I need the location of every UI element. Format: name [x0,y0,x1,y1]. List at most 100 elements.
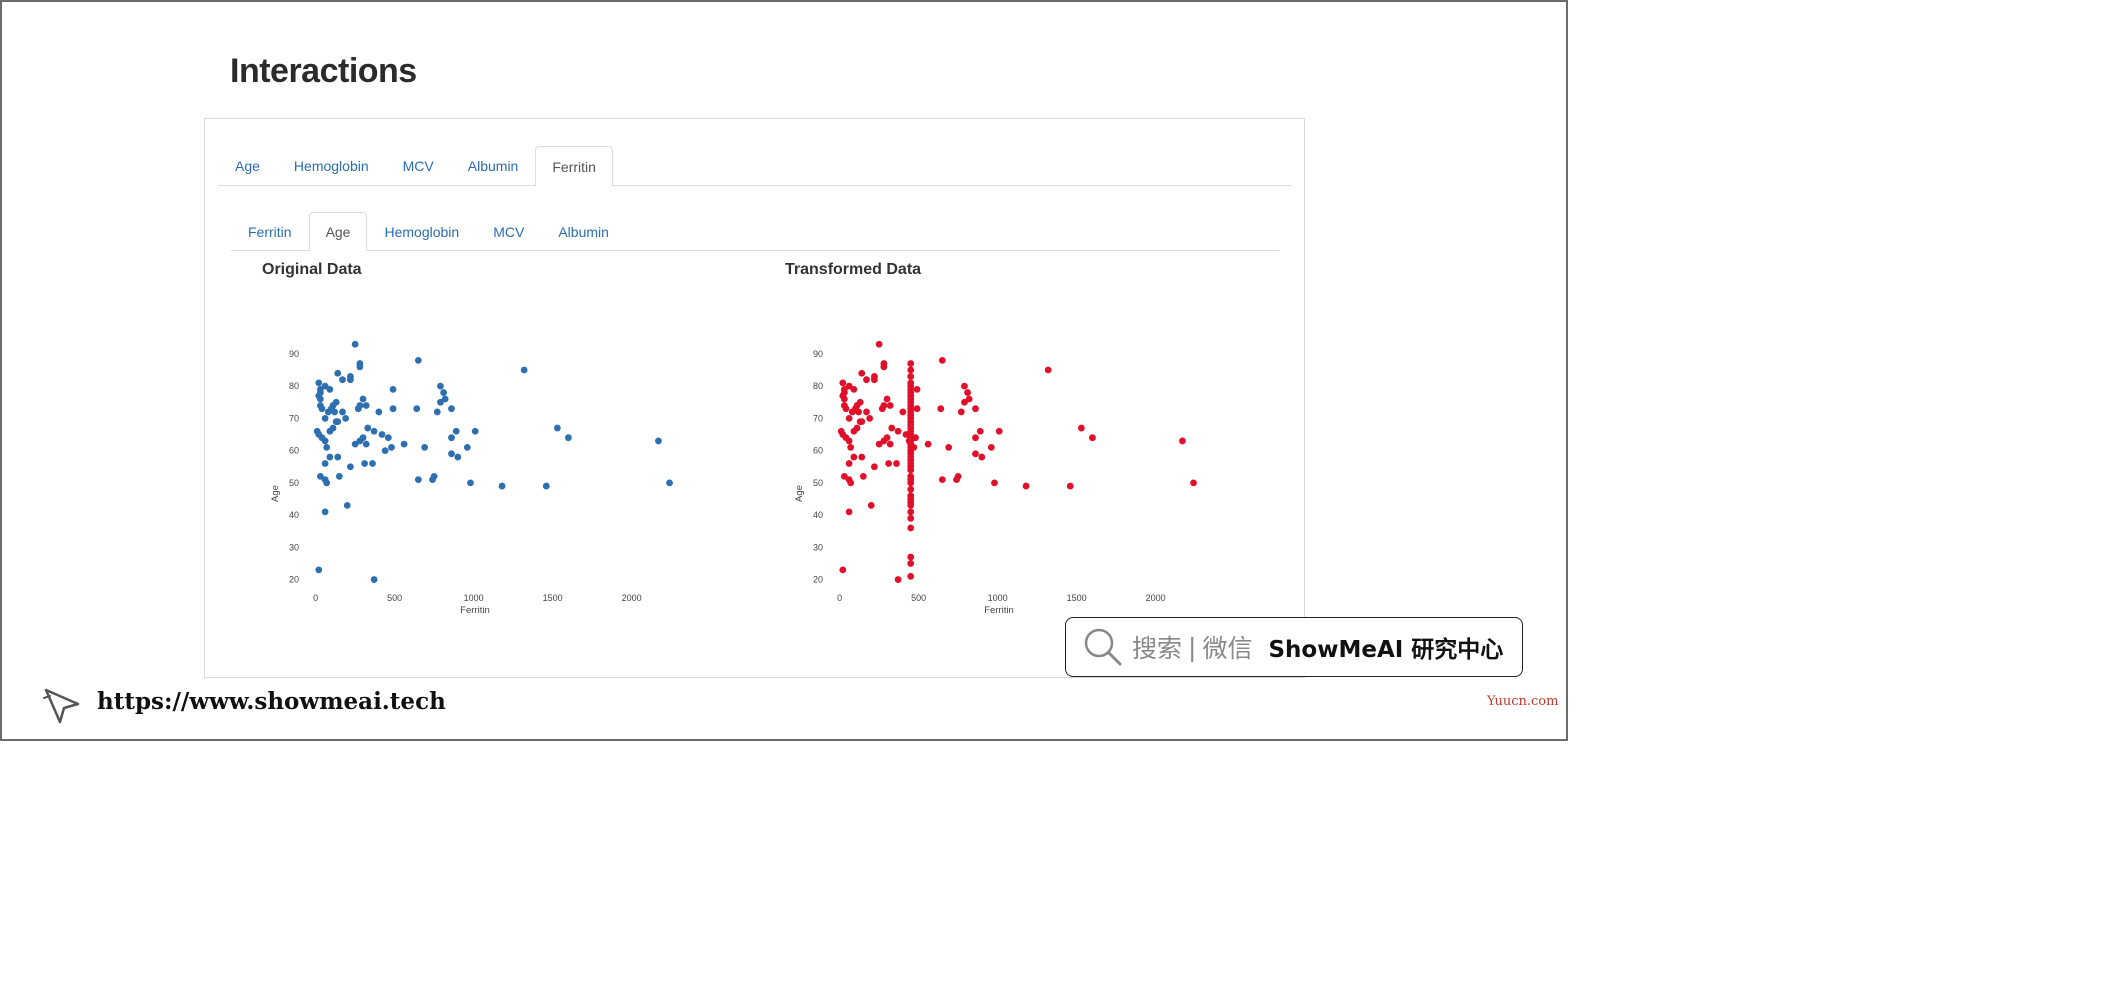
data-point [321,382,329,390]
y-tick-label: 80 [813,381,823,391]
data-point [421,443,429,451]
tab-albumin[interactable]: Albumin [467,158,519,174]
y-tick-label: 90 [813,349,823,359]
data-point [978,453,986,461]
data-point [845,382,853,390]
x-tick-label: 1000 [988,593,1008,603]
x-tick-label: 1500 [1067,593,1087,603]
data-point [1089,434,1096,442]
data-point [886,440,894,448]
data-point [870,376,878,384]
data-point [907,514,915,522]
data-point [870,463,878,471]
data-point [370,576,378,583]
data-point [321,414,329,422]
y-tick-label: 60 [813,446,823,456]
data-point [339,408,346,416]
data-point [498,482,506,490]
data-point [847,443,855,451]
data-point [1022,482,1030,490]
tab-hemoglobin[interactable]: Hemoglobin [293,158,369,174]
badge-search-text: 搜索 [1132,634,1183,663]
data-point [318,405,326,413]
data-point [433,408,441,416]
data-point [316,472,324,480]
x-tick-label: 1000 [464,593,484,603]
x-tick-label: 2000 [1146,593,1166,603]
subtab-age[interactable]: Age [308,212,368,251]
data-point [334,369,342,377]
data-point [351,340,359,348]
tab-mcv[interactable]: MCV [402,158,434,174]
data-point [907,485,915,493]
original-data-plot: 20 30 40 50 60 70 80 90 0 500 1000 1500 2000 Ferritin… [270,340,673,616]
data-point [553,424,561,432]
data-point [321,508,329,516]
data-point [389,385,397,393]
data-point [976,427,984,435]
y-tick-label: 70 [289,413,299,423]
data-point [858,369,866,377]
data-point [945,443,953,451]
transformed-data-chart: 20 30 40 50 60 70 80 90 0 500 1000 1500 2000 Ferritin… [793,331,1213,621]
inner-tab-bar: Ferritin Age Hemoglobin MCV Albumin [231,212,1279,251]
data-point [845,437,853,445]
data-point [369,460,376,467]
subtab-ferritin[interactable]: Ferritin [248,223,292,240]
x-tick-label: 0 [837,593,842,603]
search-icon [1084,628,1122,666]
y-tick-label: 40 [289,510,299,520]
data-point [463,443,471,451]
data-point [902,431,910,438]
data-point [907,479,915,487]
data-point [356,363,364,371]
data-point [880,437,888,445]
wechat-search-badge: 搜索 | 微信 ShowMeAI 研究中心 [1065,617,1523,677]
data-point [542,482,550,490]
data-point [847,479,855,487]
y-tick-label: 40 [813,510,823,520]
data-point [907,553,915,561]
data-point [324,408,332,416]
x-tick-label: 0 [313,593,318,603]
data-point [565,434,572,442]
data-point [907,502,915,509]
data-point [1077,424,1085,432]
data-point [855,408,862,416]
data-point [326,385,334,393]
data-point [987,443,995,451]
data-point [448,434,455,442]
data-point [1066,482,1074,490]
data-point [907,560,915,567]
data-point [859,472,867,480]
window-frame [0,0,1568,741]
data-point [335,472,343,480]
data-point [961,398,968,406]
subtab-albumin[interactable]: Albumin [558,223,609,240]
tab-age[interactable]: Age [235,158,260,174]
data-point [329,424,337,432]
data-point [362,402,370,409]
y-tick-label: 80 [289,381,299,391]
data-point [454,453,462,461]
data-point [964,389,972,396]
data-point [381,447,389,455]
y-tick-label: 50 [289,478,299,488]
data-point [400,440,408,448]
footer-url-link[interactable]: https://www.showmeai.tech [97,688,446,715]
y-tick-label: 30 [813,542,823,552]
data-point [1190,479,1197,487]
data-point [907,466,915,474]
data-point [342,414,350,422]
tab-ferritin[interactable]: Ferritin [535,146,613,186]
data-point [937,405,945,413]
data-point [370,427,378,435]
data-point [875,340,883,348]
subtab-hemoglobin[interactable]: Hemoglobin [384,223,460,240]
data-point [315,566,323,574]
data-point [907,360,915,367]
data-point [961,382,968,390]
data-point [471,427,479,435]
data-point [893,460,900,467]
subtab-mcv[interactable]: MCV [493,223,525,240]
